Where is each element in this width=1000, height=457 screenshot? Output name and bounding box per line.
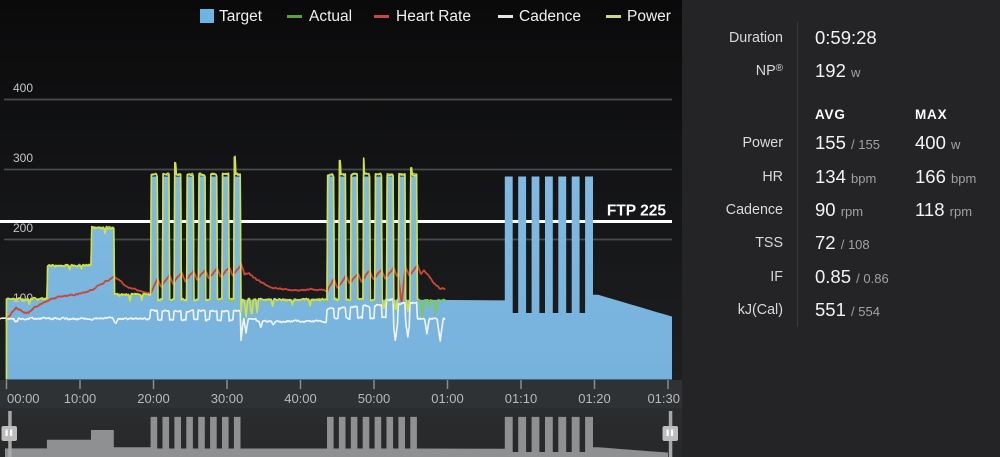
svg-text:30:00: 30:00	[211, 391, 244, 406]
svg-text:50:00: 50:00	[358, 391, 391, 406]
svg-text:01:00: 01:00	[431, 391, 464, 406]
svg-text:00:00: 00:00	[7, 391, 40, 406]
svg-text:01:10: 01:10	[505, 391, 538, 406]
svg-text:10:00: 10:00	[64, 391, 97, 406]
svg-text:200: 200	[13, 221, 33, 235]
svg-text:20:00: 20:00	[137, 391, 170, 406]
svg-text:40:00: 40:00	[284, 391, 317, 406]
svg-text:FTP 225: FTP 225	[607, 203, 667, 220]
svg-text:01:20: 01:20	[578, 391, 611, 406]
svg-text:300: 300	[13, 151, 33, 165]
svg-text:01:30: 01:30	[647, 391, 680, 406]
svg-text:400: 400	[13, 81, 33, 95]
